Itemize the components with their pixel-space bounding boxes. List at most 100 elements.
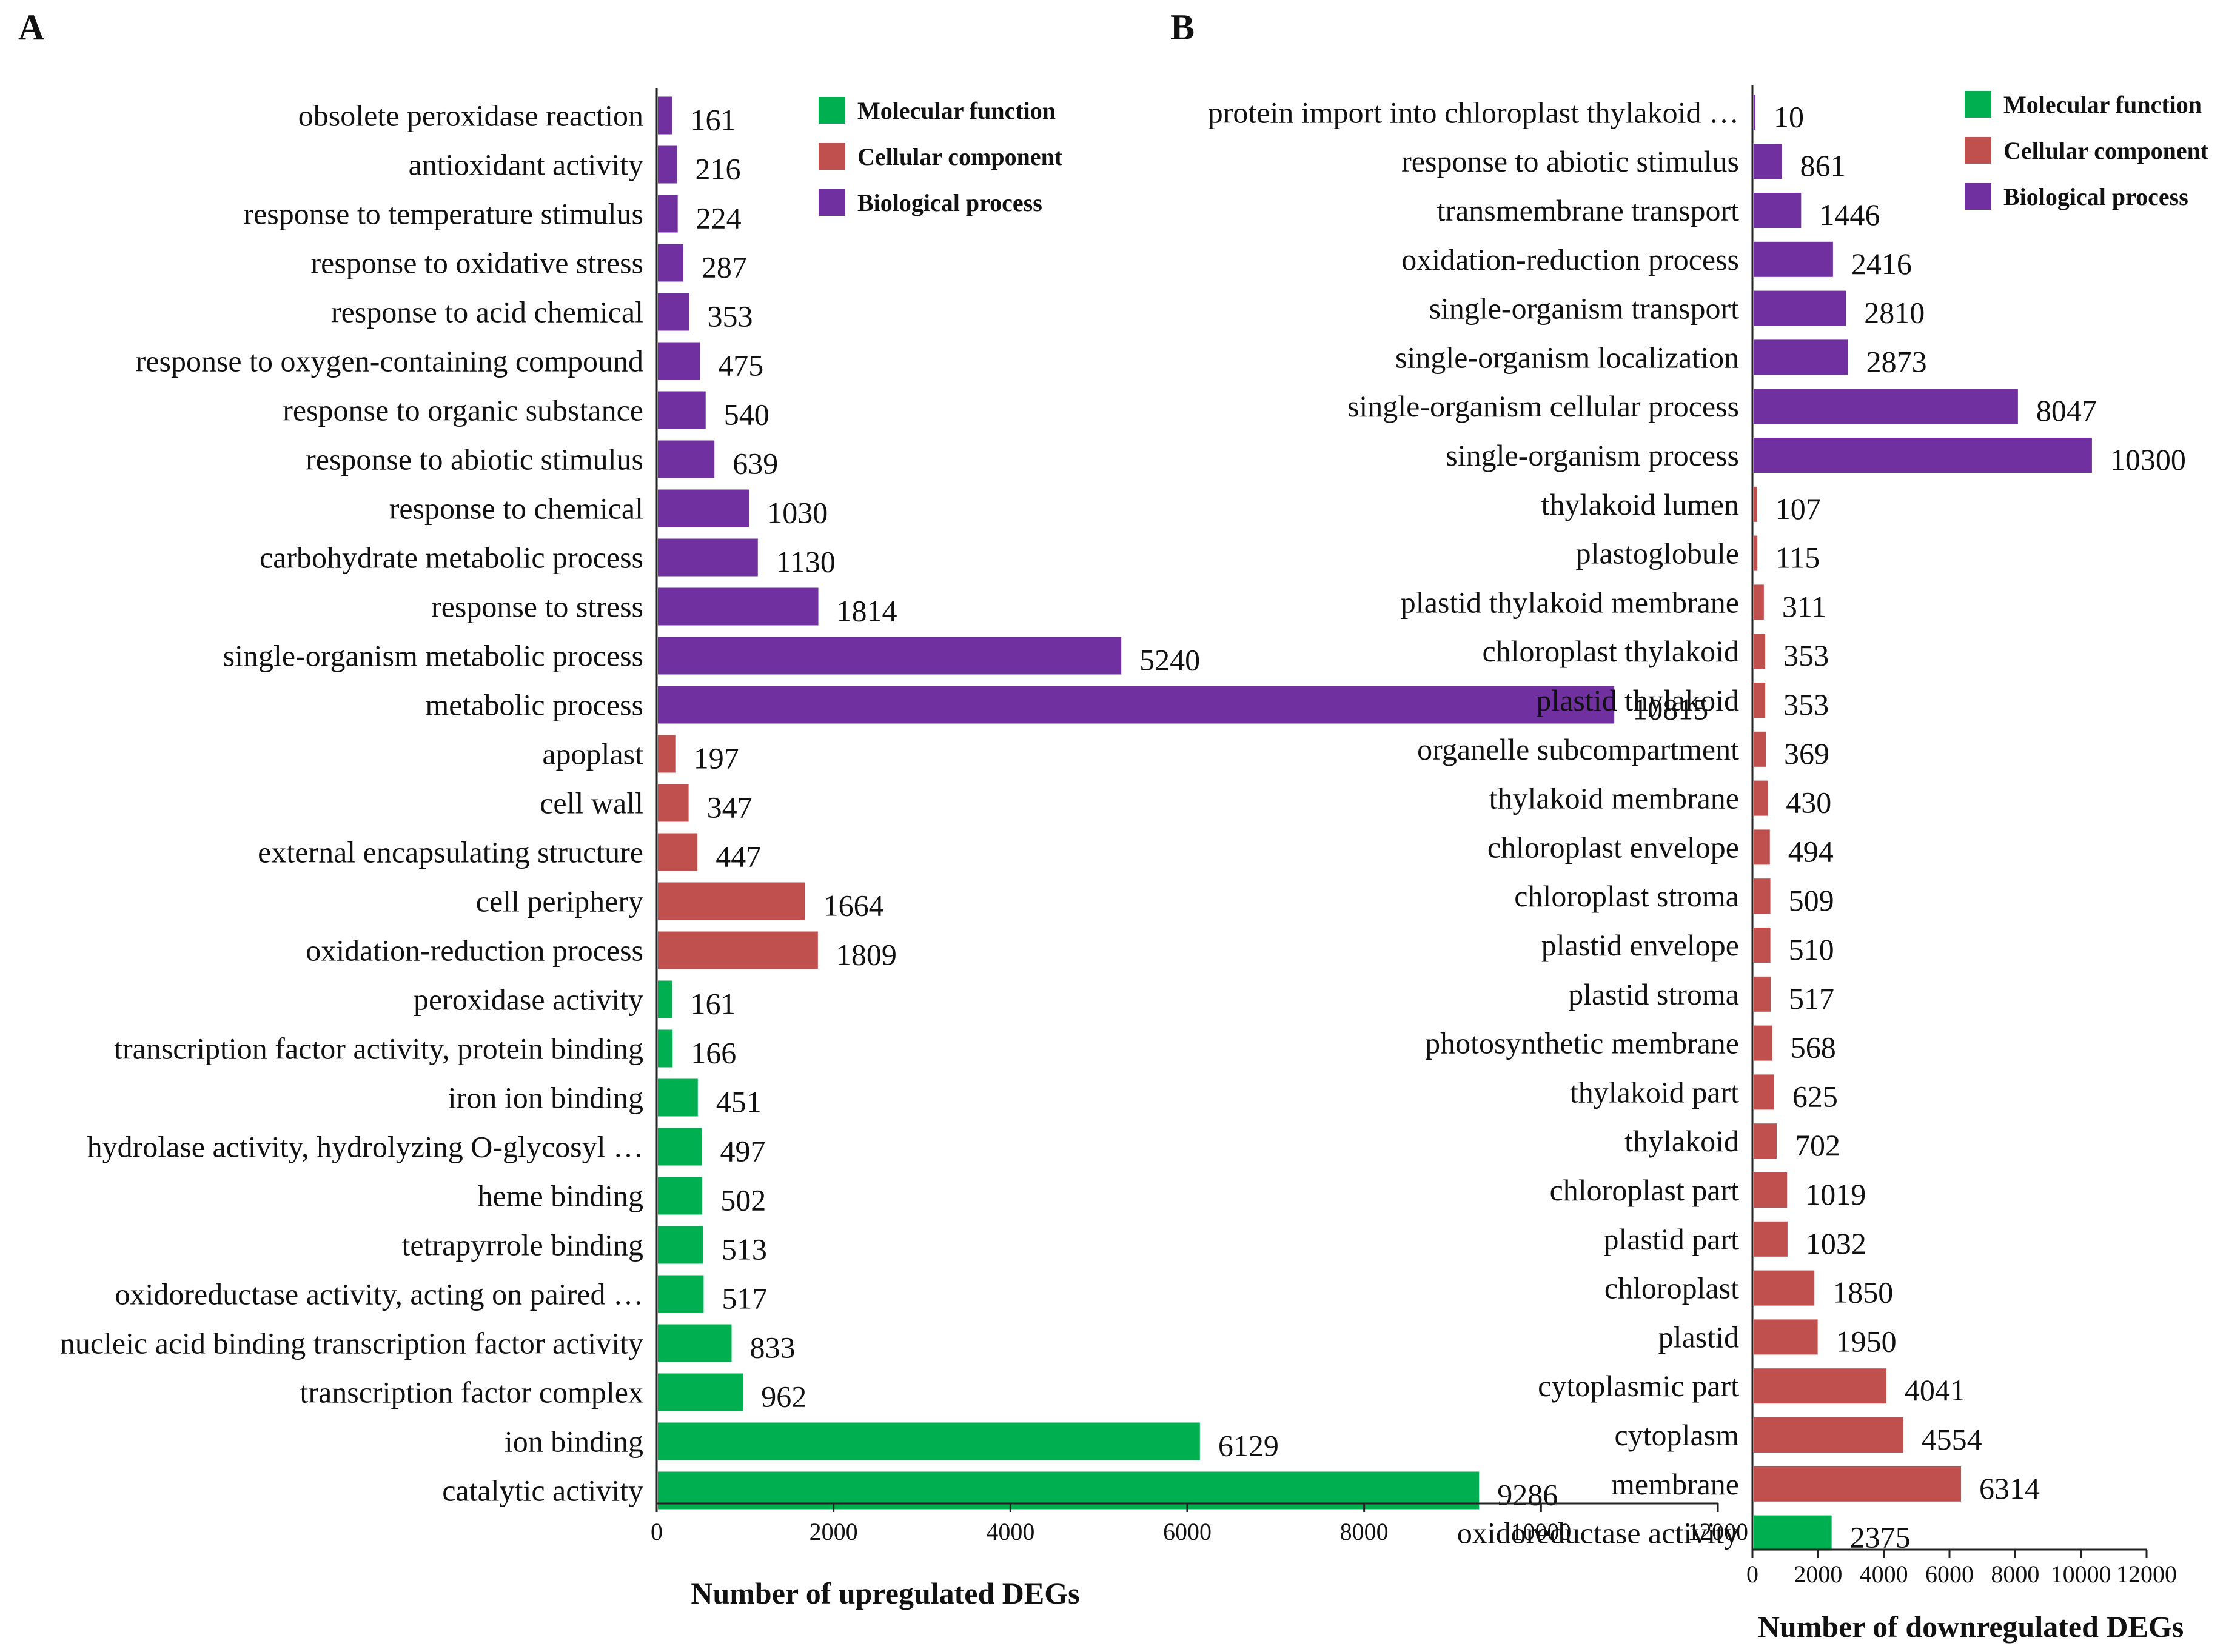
category-label: cell periphery bbox=[476, 885, 643, 918]
value-label: 625 bbox=[1792, 1079, 1838, 1113]
x-tick-label: 4000 bbox=[986, 1518, 1034, 1545]
value-label: 1446 bbox=[1819, 198, 1880, 232]
bar bbox=[658, 931, 818, 969]
category-label: response to abiotic stimulus bbox=[1401, 144, 1739, 178]
value-label: 430 bbox=[1786, 786, 1831, 820]
value-label: 475 bbox=[718, 349, 763, 383]
value-label: 161 bbox=[690, 987, 736, 1021]
bar bbox=[658, 1177, 703, 1215]
bar bbox=[658, 637, 1122, 675]
value-label: 1030 bbox=[767, 496, 828, 530]
value-label: 216 bbox=[696, 152, 741, 186]
category-label: response to oxygen-containing compound bbox=[136, 344, 643, 378]
category-label: plastid envelope bbox=[1541, 928, 1739, 962]
x-tick-label: 2000 bbox=[1794, 1560, 1842, 1588]
bar bbox=[1754, 878, 1771, 914]
bar bbox=[1754, 339, 1848, 375]
category-label: iron ion binding bbox=[448, 1081, 643, 1115]
value-label: 447 bbox=[716, 840, 761, 874]
category-label: external encapsulating structure bbox=[258, 835, 643, 869]
category-label: tetrapyrrole binding bbox=[402, 1228, 644, 1262]
value-label: 510 bbox=[1789, 932, 1834, 966]
bar bbox=[1754, 1319, 1818, 1355]
value-label: 166 bbox=[691, 1036, 736, 1070]
category-label: single-organism cellular process bbox=[1347, 389, 1739, 423]
x-tick-label: 0 bbox=[1746, 1560, 1758, 1588]
category-label: plastid bbox=[1658, 1320, 1739, 1354]
legend-swatch bbox=[1965, 137, 1991, 164]
value-label: 353 bbox=[1783, 638, 1829, 672]
category-label: response to organic substance bbox=[283, 393, 643, 427]
value-label: 517 bbox=[722, 1282, 767, 1316]
value-label: 9286 bbox=[1497, 1478, 1558, 1512]
category-label: chloroplast bbox=[1604, 1271, 1739, 1305]
x-tick-label: 10000 bbox=[2051, 1560, 2111, 1588]
panel-label: A bbox=[18, 7, 44, 47]
category-label: plastid stroma bbox=[1568, 977, 1739, 1011]
bar bbox=[658, 1275, 704, 1313]
category-label: oxidation-reduction process bbox=[306, 934, 643, 968]
category-label: hydrolase activity, hydrolyzing O-glycos… bbox=[87, 1130, 643, 1164]
value-label: 497 bbox=[720, 1134, 765, 1168]
value-label: 1814 bbox=[837, 594, 897, 628]
value-label: 639 bbox=[733, 447, 778, 481]
value-label: 4041 bbox=[1905, 1373, 1965, 1407]
category-label: response to acid chemical bbox=[331, 295, 643, 329]
bar bbox=[1754, 584, 1764, 620]
bar bbox=[658, 145, 677, 184]
value-label: 2810 bbox=[1864, 296, 1925, 330]
legend-swatch bbox=[819, 189, 845, 216]
bar bbox=[658, 735, 676, 773]
bar bbox=[658, 293, 689, 331]
category-label: plastid thylakoid bbox=[1536, 683, 1739, 717]
category-label: obsolete peroxidase reaction bbox=[298, 99, 643, 133]
category-label: cytoplasm bbox=[1614, 1418, 1739, 1452]
category-label: membrane bbox=[1611, 1467, 1739, 1501]
legend-swatch bbox=[819, 143, 845, 170]
bar bbox=[658, 244, 683, 282]
value-label: 1664 bbox=[823, 889, 884, 923]
x-tick-label: 8000 bbox=[1991, 1560, 2039, 1588]
bar bbox=[1754, 1074, 1774, 1110]
category-label: thylakoid lumen bbox=[1541, 487, 1739, 521]
category-label: antioxidant activity bbox=[409, 148, 643, 182]
value-label: 568 bbox=[1791, 1031, 1836, 1065]
value-label: 347 bbox=[707, 791, 753, 824]
value-label: 1850 bbox=[1832, 1276, 1893, 1309]
bar bbox=[1754, 486, 1757, 522]
x-axis-title: Number of downregulated DEGs bbox=[1758, 1610, 2184, 1644]
legend-swatch bbox=[1965, 91, 1991, 118]
bar bbox=[1754, 1221, 1788, 1257]
category-label: metabolic process bbox=[425, 688, 643, 722]
category-label: plastid part bbox=[1603, 1222, 1739, 1256]
category-label: single-organism metabolic process bbox=[223, 639, 643, 673]
category-label: response to abiotic stimulus bbox=[306, 443, 643, 477]
category-label: apoplast bbox=[542, 737, 643, 771]
category-label: plastoglobule bbox=[1576, 537, 1739, 570]
category-label: photosynthetic membrane bbox=[1425, 1026, 1739, 1060]
bar bbox=[658, 1422, 1200, 1460]
bar bbox=[658, 342, 700, 380]
value-label: 10815 bbox=[1632, 692, 1708, 726]
value-label: 369 bbox=[1784, 737, 1829, 771]
bar bbox=[658, 784, 689, 822]
value-label: 1032 bbox=[1806, 1226, 1866, 1260]
category-label: cell wall bbox=[540, 786, 643, 820]
legend-swatch bbox=[1965, 183, 1991, 210]
panel-label: B bbox=[1170, 7, 1195, 47]
category-label: thylakoid part bbox=[1570, 1075, 1739, 1109]
category-label: chloroplast stroma bbox=[1514, 879, 1739, 913]
category-label: thylakoid membrane bbox=[1489, 781, 1739, 815]
value-label: 962 bbox=[761, 1380, 806, 1414]
bar bbox=[658, 980, 672, 1018]
category-label: oxidoreductase activity, acting on paire… bbox=[115, 1277, 643, 1311]
category-label: response to temperature stimulus bbox=[243, 197, 643, 231]
legend-label: Cellular component bbox=[2003, 137, 2209, 164]
bar bbox=[1754, 95, 1755, 130]
category-label: thylakoid bbox=[1624, 1124, 1739, 1158]
x-tick-label: 12000 bbox=[1688, 1518, 1748, 1545]
category-label: organelle subcompartment bbox=[1417, 732, 1739, 766]
bar bbox=[658, 587, 819, 626]
value-label: 224 bbox=[696, 201, 742, 235]
